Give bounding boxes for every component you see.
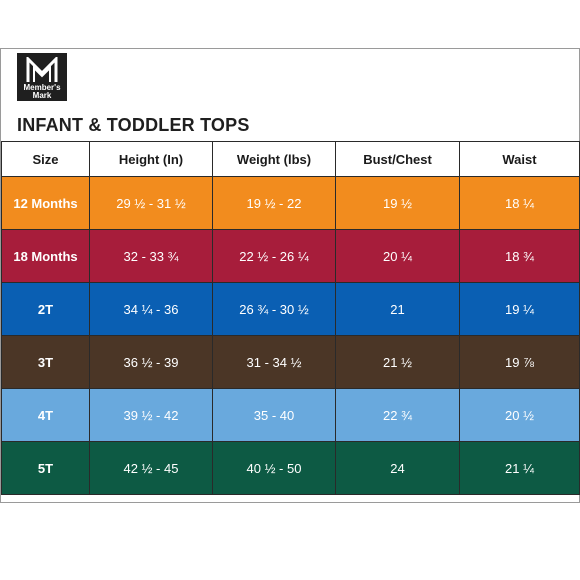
table-header-row: Size Height (In) Weight (lbs) Bust/Chest… [1, 141, 580, 177]
height-cell: 39 ½ - 42 [89, 388, 213, 442]
waist-cell: 18 ¾ [459, 229, 580, 283]
bust-cell: 20 ¼ [335, 229, 460, 283]
table-row: 3T 36 ½ - 39 31 - 34 ½ 21 ½ 19 ⅞ [1, 335, 580, 389]
table-row: 5T 42 ½ - 45 40 ½ - 50 24 21 ¼ [1, 441, 580, 495]
waist-cell: 19 ¼ [459, 282, 580, 336]
column-header-waist: Waist [459, 141, 580, 177]
table-row: 2T 34 ¼ - 36 26 ¾ - 30 ½ 21 19 ¼ [1, 282, 580, 336]
bust-cell: 21 [335, 282, 460, 336]
brand-name-line2: Mark [32, 91, 52, 100]
size-cell: 5T [1, 441, 90, 495]
column-header-height: Height (In) [89, 141, 213, 177]
weight-cell: 19 ½ - 22 [212, 176, 336, 230]
size-cell: 2T [1, 282, 90, 336]
table-row: 18 Months 32 - 33 ¾ 22 ½ - 26 ¼ 20 ¼ 18 … [1, 229, 580, 283]
table-row: 4T 39 ½ - 42 35 - 40 22 ¾ 20 ½ [1, 388, 580, 442]
waist-cell: 21 ¼ [459, 441, 580, 495]
brand-name-line1: Member's [23, 83, 61, 92]
size-cell: 4T [1, 388, 90, 442]
page-title: INFANT & TODDLER TOPS [17, 115, 250, 135]
weight-cell: 35 - 40 [212, 388, 336, 442]
brand-logo: Member's Mark [17, 53, 67, 101]
waist-cell: 19 ⅞ [459, 335, 580, 389]
height-cell: 36 ½ - 39 [89, 335, 213, 389]
bust-cell: 19 ½ [335, 176, 460, 230]
size-chart: Member's Mark INFANT & TODDLER TOPS Size… [0, 48, 580, 503]
height-cell: 29 ½ - 31 ½ [89, 176, 213, 230]
column-header-size: Size [1, 141, 90, 177]
size-cell: 12 Months [1, 176, 90, 230]
size-cell: 3T [1, 335, 90, 389]
bust-cell: 24 [335, 441, 460, 495]
weight-cell: 22 ½ - 26 ¼ [212, 229, 336, 283]
weight-cell: 26 ¾ - 30 ½ [212, 282, 336, 336]
height-cell: 32 - 33 ¾ [89, 229, 213, 283]
waist-cell: 18 ¼ [459, 176, 580, 230]
weight-cell: 31 - 34 ½ [212, 335, 336, 389]
column-header-bust: Bust/Chest [335, 141, 460, 177]
bust-cell: 21 ½ [335, 335, 460, 389]
weight-cell: 40 ½ - 50 [212, 441, 336, 495]
waist-cell: 20 ½ [459, 388, 580, 442]
mm-monogram-icon [26, 57, 58, 82]
table-row: 12 Months 29 ½ - 31 ½ 19 ½ - 22 19 ½ 18 … [1, 176, 580, 230]
height-cell: 34 ¼ - 36 [89, 282, 213, 336]
height-cell: 42 ½ - 45 [89, 441, 213, 495]
size-table: Size Height (In) Weight (lbs) Bust/Chest… [1, 141, 580, 495]
size-cell: 18 Months [1, 229, 90, 283]
column-header-weight: Weight (lbs) [212, 141, 336, 177]
bust-cell: 22 ¾ [335, 388, 460, 442]
